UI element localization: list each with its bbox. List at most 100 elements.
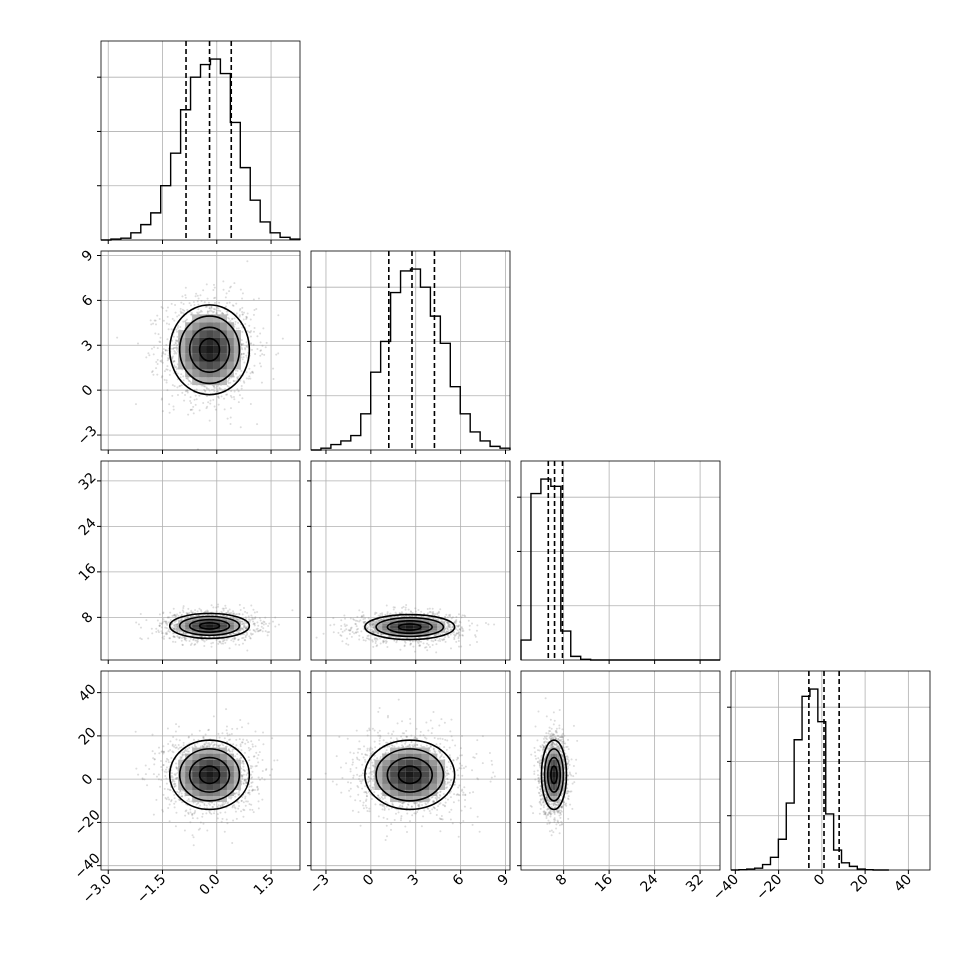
sample-point [168,637,171,640]
sample-point [409,642,412,645]
sample-point [179,325,182,328]
sample-point [228,290,231,293]
sample-point [223,397,226,400]
sample-point [209,309,212,312]
sample-point [174,311,177,314]
sample-point [281,337,284,340]
sample-point [155,630,158,633]
sample-point [372,630,375,633]
sample-point [147,352,150,355]
sample-point [199,609,202,612]
sample-point [380,619,383,622]
density-cell [213,629,220,632]
density-cell [390,619,398,622]
sample-point [173,352,176,355]
sample-point [341,630,344,633]
sample-point [238,309,241,312]
sample-point [259,332,262,335]
sample-point [432,617,435,620]
sample-point [200,310,203,313]
sample-point [161,621,164,624]
density-cell [390,628,398,631]
sample-point [460,645,463,648]
sample-point [212,289,215,292]
density-cell [219,345,227,354]
sample-point [246,356,249,359]
sample-point [217,403,220,406]
sample-point [152,322,155,325]
sample-point [459,621,462,624]
sample-point [345,642,348,645]
sample-point [179,384,182,387]
sample-point [161,622,164,625]
sample-point [171,394,174,397]
sample-point [399,648,402,651]
sample-point [182,312,185,315]
sample-point [375,637,378,640]
sample-point [213,384,216,387]
sample-point [426,638,429,641]
sample-point [420,610,423,613]
sample-point [158,340,161,343]
sample-point [210,604,213,607]
sample-point [353,618,356,621]
sample-point [179,795,182,798]
sample-point [238,394,241,397]
sample-point [461,630,464,633]
sample-point [248,628,251,631]
sample-point [161,354,164,357]
density-cell [185,629,193,632]
sample-point [231,637,234,640]
sample-point [167,349,170,352]
density-cell [199,629,207,632]
sample-point [422,642,425,645]
sample-point [333,623,336,626]
density-cell [233,361,241,370]
sample-point [168,403,171,406]
sample-point [461,634,464,637]
sample-point [332,617,335,620]
sample-point [245,800,248,803]
sample-point [166,338,169,341]
sample-point [173,785,176,788]
sample-point [457,635,460,638]
sample-point [173,613,176,616]
sample-point [254,617,257,620]
sample-point [235,618,238,621]
sample-point [446,627,449,630]
sample-point [371,628,374,631]
sample-point [348,633,351,636]
sample-point [194,394,197,397]
sample-point [449,625,452,628]
sample-point [167,358,170,361]
sample-point [172,335,175,338]
sample-point [182,632,185,635]
sample-point [429,610,432,613]
sample-point [231,318,234,321]
sample-point [186,389,189,392]
sample-point [226,385,229,388]
sample-point [251,370,254,373]
sample-point [216,390,219,393]
sample-point [197,614,200,617]
sample-point [173,628,176,631]
sample-point [442,638,445,641]
sample-point [366,627,369,630]
sample-point [228,608,231,611]
sample-point [176,340,179,343]
sample-point [232,304,235,307]
sample-point [371,620,374,623]
sample-point [182,631,185,634]
sample-point [173,621,176,624]
sample-point [242,633,245,636]
sample-point [187,413,190,416]
sample-point [188,379,191,382]
sample-point [254,616,257,619]
sample-point [365,624,368,627]
histogram-step [520,478,720,661]
sample-point [207,401,210,404]
sample-point [185,639,188,642]
sample-point [172,346,175,349]
sample-point [266,634,269,637]
